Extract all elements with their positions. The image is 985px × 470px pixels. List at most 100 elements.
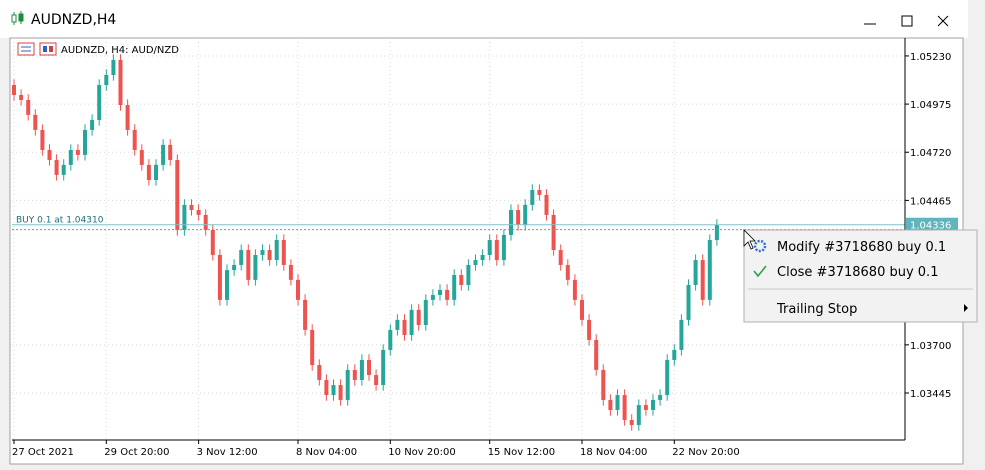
candle-body [494, 240, 499, 261]
candle-body [459, 274, 464, 285]
candle-body [154, 164, 158, 180]
candle-body [161, 144, 166, 165]
candle-body [239, 250, 244, 265]
menu-item[interactable]: Close #3718680 buy 0.1 [777, 265, 938, 280]
candle-body [509, 210, 513, 235]
candle-body [608, 399, 613, 410]
candle-body [338, 385, 343, 400]
candle-body [423, 299, 428, 326]
candle-body [54, 159, 59, 175]
candle-body [246, 250, 251, 280]
candle-body [651, 399, 655, 410]
candle-body [643, 405, 648, 410]
candle-body [281, 240, 286, 265]
candle-body [324, 379, 329, 396]
candle-body [374, 375, 379, 386]
candle-body [544, 194, 549, 215]
candle-body [466, 264, 471, 285]
candle-body [686, 284, 691, 320]
y-tick-label: 1.04720 [910, 148, 951, 159]
candle-body [445, 289, 450, 300]
candle-body [217, 254, 222, 300]
candle-body [125, 105, 130, 130]
candle-body [104, 75, 109, 86]
candle-body [225, 270, 229, 300]
plot: 1.05230 1.04975 1.04720 1.04465 1.03700 1.034… [12, 38, 958, 458]
x-tick-label: 8 Nov 04:00 [296, 447, 357, 458]
candle-body [189, 204, 194, 211]
candle-body [175, 159, 180, 231]
submenu-arrow [964, 304, 968, 312]
candle-body [345, 369, 350, 400]
order-label: BUY 0.1 at 1.04310 [16, 216, 104, 226]
title-bar [0, 0, 968, 38]
candle-body [615, 395, 620, 410]
window-title: AUDNZD,H4 [31, 12, 116, 28]
candle-body [416, 309, 421, 326]
candle-body [210, 230, 215, 255]
candle-body [196, 210, 201, 215]
candle-body [438, 289, 442, 295]
candle-body [367, 359, 371, 376]
check-icon [753, 265, 767, 278]
context-menu: Modify #3718680 buy 0.1 Close #3718680 b… [743, 229, 978, 323]
candle-body [714, 224, 719, 241]
candle-body [139, 149, 144, 165]
candle-body [33, 114, 38, 130]
candle-body [83, 129, 87, 155]
candle-body [267, 250, 272, 261]
candle-body [68, 149, 73, 165]
candle-body [352, 369, 357, 380]
candle-body [473, 260, 478, 265]
candle-body [594, 339, 599, 370]
candle-body [168, 144, 173, 160]
candle-body [132, 129, 137, 150]
y-tick-label: 1.03445 [910, 389, 951, 400]
x-tick-label: 18 Nov 04:00 [580, 447, 647, 458]
candle-body [310, 329, 315, 366]
candle-body [75, 149, 80, 155]
candle-body [260, 250, 265, 255]
close-button[interactable] [937, 15, 949, 27]
candle-body [516, 210, 521, 225]
candle-body [409, 309, 414, 336]
current-price-box [906, 217, 958, 232]
current-price-label: 1.04336 [910, 221, 951, 232]
candle-body [146, 164, 151, 180]
menu-panel [743, 229, 978, 323]
candle-body [288, 264, 293, 280]
candle-body [679, 319, 684, 350]
x-tick-label: 22 Nov 20:00 [672, 447, 739, 458]
candle-body [381, 349, 386, 386]
menu-item[interactable]: Trailing Stop [776, 302, 857, 317]
candle-body [182, 204, 187, 231]
candle-body [296, 279, 300, 300]
candle-body [480, 254, 485, 261]
candle-body [501, 234, 506, 261]
menu-item[interactable]: Modify #3718680 buy 0.1 [777, 240, 946, 255]
candle-body [707, 240, 712, 300]
x-tick-label: 3 Nov 12:00 [197, 447, 258, 458]
candle-body [558, 250, 563, 265]
candle-body [331, 385, 336, 396]
y-tick-label: 1.04465 [910, 196, 951, 207]
x-tick-label: 10 Nov 20:00 [388, 447, 455, 458]
y-tick-label: 1.05230 [910, 52, 951, 63]
window-icon [11, 11, 24, 25]
candle-body [232, 264, 237, 271]
candle-body [40, 129, 45, 150]
candle-body [530, 190, 535, 205]
candle-body [111, 59, 116, 76]
candle-body [317, 365, 322, 380]
candle-body [303, 299, 308, 330]
candle-body [523, 204, 528, 225]
gear-icon [753, 239, 767, 253]
candle-body [700, 260, 705, 300]
candle-body [118, 59, 123, 106]
y-tick-label: 1.03700 [910, 341, 951, 352]
candle-body [97, 85, 102, 120]
maximize-button[interactable] [901, 15, 913, 27]
candle-body [672, 349, 677, 360]
candle-body [601, 369, 606, 400]
x-tick-label: 15 Nov 12:00 [488, 447, 555, 458]
